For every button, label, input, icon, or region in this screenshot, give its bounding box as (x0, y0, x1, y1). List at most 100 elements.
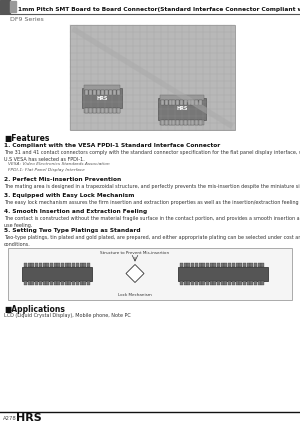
Bar (113, 90, 116, 95)
Bar (35, 280, 38, 284)
Bar (161, 120, 164, 125)
Bar (202, 280, 205, 284)
Bar (61, 263, 64, 266)
Bar (213, 280, 216, 284)
Bar (202, 263, 205, 266)
Bar (224, 263, 227, 266)
Bar (224, 280, 227, 284)
Bar (109, 90, 112, 95)
Bar (50, 263, 53, 266)
Text: HRS: HRS (176, 105, 188, 111)
Bar (261, 280, 264, 284)
Bar (80, 280, 82, 284)
Bar (72, 280, 75, 284)
Bar (8, 247, 292, 300)
Bar (191, 100, 194, 105)
Bar (199, 120, 202, 125)
Bar (258, 263, 261, 266)
Bar (250, 263, 253, 266)
Bar (247, 263, 250, 266)
Bar (210, 280, 213, 284)
Bar (22, 266, 92, 281)
Text: HRS: HRS (96, 96, 108, 100)
Bar (254, 280, 257, 284)
Bar (50, 280, 53, 284)
Text: DF9 Series: DF9 Series (10, 17, 44, 22)
Text: The mating area is designed in a trapezoidal structure, and perfectly prevents t: The mating area is designed in a trapezo… (4, 184, 300, 189)
Text: Lock Mechanism: Lock Mechanism (118, 292, 152, 297)
Bar (232, 263, 235, 266)
Bar (101, 90, 104, 95)
Bar (109, 108, 112, 113)
Bar (180, 100, 183, 105)
Bar (85, 90, 88, 95)
Bar (178, 266, 268, 281)
Bar (84, 108, 120, 113)
Bar (161, 100, 164, 105)
Text: LCD (Liquid Crystal Display), Mobile phone, Note PC: LCD (Liquid Crystal Display), Mobile pho… (4, 314, 131, 318)
Text: The easy lock mechanism assures the firm insertion and extraction properties as : The easy lock mechanism assures the firm… (4, 199, 300, 204)
Bar (199, 100, 202, 105)
Bar (72, 263, 75, 266)
Bar (65, 280, 68, 284)
Bar (85, 108, 88, 113)
Text: 2. Perfect Mis-insertion Prevention: 2. Perfect Mis-insertion Prevention (4, 176, 121, 181)
Bar (76, 263, 79, 266)
Bar (43, 280, 46, 284)
Bar (57, 263, 60, 266)
Bar (54, 263, 57, 266)
Bar (206, 263, 209, 266)
Bar (239, 263, 242, 266)
Polygon shape (126, 264, 144, 283)
Bar (191, 280, 194, 284)
Text: FPDI-1: Flat Panel Display Interface: FPDI-1: Flat Panel Display Interface (8, 167, 85, 172)
Bar (247, 280, 250, 284)
Text: 1. Compliant with the VESA FPDI-1 Standard Interface Connector: 1. Compliant with the VESA FPDI-1 Standa… (4, 143, 220, 148)
Bar (199, 280, 202, 284)
Bar (195, 120, 198, 125)
Bar (57, 280, 60, 284)
Bar (105, 90, 108, 95)
Bar (89, 90, 92, 95)
Bar (213, 263, 216, 266)
Bar (97, 90, 100, 95)
Bar (169, 120, 172, 125)
Bar (191, 263, 194, 266)
Bar (43, 263, 46, 266)
Bar (87, 280, 90, 284)
Bar (35, 263, 38, 266)
Bar (105, 108, 108, 113)
Bar (228, 280, 231, 284)
Bar (83, 280, 86, 284)
Bar (117, 108, 120, 113)
Bar (158, 98, 206, 120)
Bar (184, 263, 187, 266)
Bar (261, 263, 264, 266)
Text: A278: A278 (3, 416, 17, 420)
Bar (239, 280, 242, 284)
Bar (243, 263, 246, 266)
Bar (188, 100, 190, 105)
Bar (24, 263, 27, 266)
Bar (210, 263, 213, 266)
Text: VESA: Video Electronics Standards Association: VESA: Video Electronics Standards Associ… (8, 162, 109, 166)
Text: Two-type platings, tin plated and gold plated, are prepared, and either appropri: Two-type platings, tin plated and gold p… (4, 235, 300, 246)
Bar (68, 263, 71, 266)
Bar (232, 280, 235, 284)
Bar (46, 280, 49, 284)
Text: Structure to Prevent Mis-insertion: Structure to Prevent Mis-insertion (100, 250, 169, 255)
Bar (176, 120, 179, 125)
Text: HRS: HRS (16, 413, 42, 423)
Bar (180, 280, 183, 284)
Bar (117, 90, 120, 95)
Bar (101, 108, 104, 113)
Bar (228, 263, 231, 266)
Bar (184, 120, 187, 125)
Bar (180, 263, 183, 266)
Bar (176, 100, 179, 105)
Bar (10, 1, 16, 12)
Bar (188, 120, 190, 125)
Text: ■Features: ■Features (4, 134, 50, 143)
Bar (46, 263, 49, 266)
Bar (160, 120, 204, 125)
